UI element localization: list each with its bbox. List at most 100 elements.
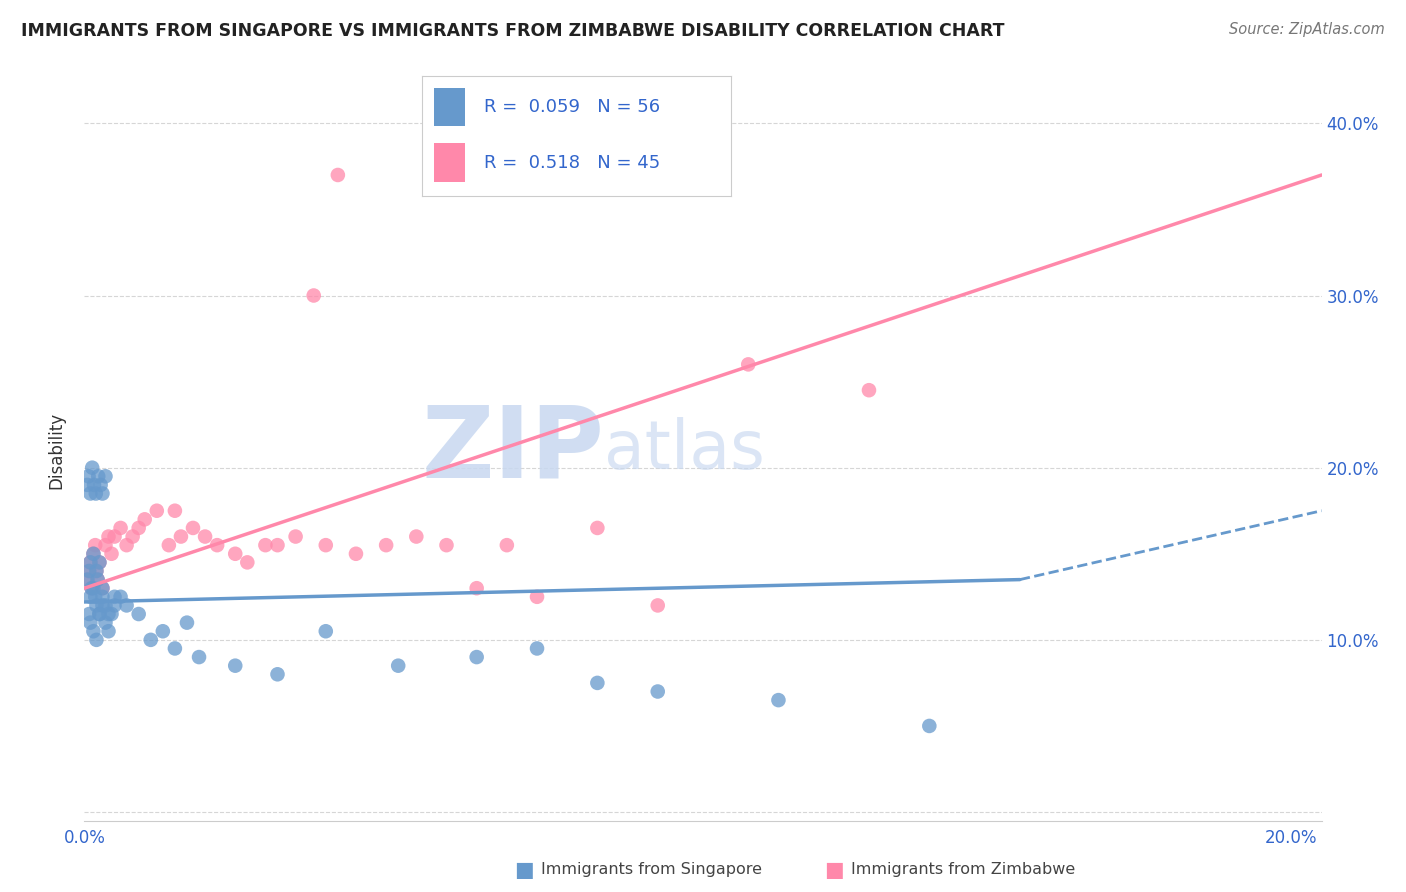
Point: [94, 615, 117, 630]
Point: [89, 555, 111, 569]
Point: [205, 538, 228, 552]
Y-axis label: Disability: Disability: [46, 412, 65, 489]
Point: [284, 530, 307, 544]
Point: [157, 538, 180, 552]
Point: [586, 676, 609, 690]
Point: [344, 547, 367, 561]
Point: [918, 719, 941, 733]
Point: [768, 693, 790, 707]
Point: [82, 624, 104, 639]
Point: [170, 530, 193, 544]
Point: [326, 168, 349, 182]
Point: [94, 599, 117, 613]
Point: [152, 624, 174, 639]
Point: [97, 530, 120, 544]
Text: IMMIGRANTS FROM SINGAPORE VS IMMIGRANTS FROM ZIMBABWE DISABILITY CORRELATION CHA: IMMIGRANTS FROM SINGAPORE VS IMMIGRANTS …: [21, 22, 1005, 40]
Point: [176, 615, 198, 630]
Point: [465, 581, 488, 595]
Point: [77, 564, 100, 578]
Text: R =  0.518   N = 45: R = 0.518 N = 45: [484, 153, 659, 171]
Point: [87, 469, 110, 483]
Point: [94, 469, 117, 483]
Point: [86, 564, 108, 578]
Point: [76, 478, 98, 492]
Text: Source: ZipAtlas.com: Source: ZipAtlas.com: [1229, 22, 1385, 37]
Point: [77, 469, 100, 483]
Point: [737, 357, 759, 371]
FancyBboxPatch shape: [434, 87, 465, 127]
Point: [302, 288, 325, 302]
Text: R =  0.059   N = 56: R = 0.059 N = 56: [484, 98, 659, 116]
Point: [224, 547, 246, 561]
Point: [146, 504, 169, 518]
Point: [375, 538, 398, 552]
Point: [115, 599, 138, 613]
Point: [134, 512, 156, 526]
Point: [91, 590, 114, 604]
Point: [79, 486, 101, 500]
Point: [91, 581, 114, 595]
Text: atlas: atlas: [605, 417, 765, 483]
Point: [89, 607, 111, 621]
Point: [266, 538, 288, 552]
Text: Immigrants from Zimbabwe: Immigrants from Zimbabwe: [851, 863, 1074, 877]
Point: [266, 667, 288, 681]
Point: [79, 615, 101, 630]
Point: [115, 538, 138, 552]
Point: [315, 624, 337, 639]
Point: [86, 573, 108, 587]
Text: Immigrants from Singapore: Immigrants from Singapore: [541, 863, 762, 877]
Point: [405, 530, 427, 544]
Point: [80, 581, 103, 595]
Point: [110, 590, 132, 604]
Point: [647, 684, 669, 698]
Point: [163, 504, 186, 518]
Point: [188, 650, 211, 665]
Text: ZIP: ZIP: [422, 402, 605, 499]
Point: [77, 564, 100, 578]
Point: [80, 581, 103, 595]
Point: [97, 624, 120, 639]
Point: [79, 555, 101, 569]
Point: [89, 555, 111, 569]
Point: [83, 478, 105, 492]
Point: [82, 547, 104, 561]
Point: [82, 547, 104, 561]
Point: [82, 460, 104, 475]
Point: [86, 573, 108, 587]
Text: ■: ■: [824, 860, 844, 880]
Point: [103, 599, 125, 613]
Point: [91, 599, 114, 613]
Point: [79, 590, 101, 604]
Point: [76, 573, 98, 587]
Point: [77, 607, 100, 621]
Point: [121, 530, 143, 544]
Point: [526, 590, 548, 604]
Point: [91, 486, 114, 500]
Point: [86, 599, 108, 613]
Point: [84, 538, 107, 552]
Point: [254, 538, 277, 552]
Point: [76, 573, 98, 587]
Point: [647, 599, 669, 613]
Point: [110, 521, 132, 535]
Point: [495, 538, 517, 552]
Point: [86, 564, 108, 578]
Point: [236, 555, 259, 569]
Point: [224, 658, 246, 673]
FancyBboxPatch shape: [434, 144, 465, 182]
Point: [128, 607, 150, 621]
Point: [858, 383, 880, 397]
Point: [100, 547, 122, 561]
Point: [84, 590, 107, 604]
Point: [82, 581, 104, 595]
Point: [86, 632, 108, 647]
Point: [586, 521, 609, 535]
Point: [94, 538, 117, 552]
Point: [181, 521, 204, 535]
Point: [103, 590, 125, 604]
Point: [387, 658, 409, 673]
Point: [163, 641, 186, 656]
Point: [97, 607, 120, 621]
Point: [91, 581, 114, 595]
